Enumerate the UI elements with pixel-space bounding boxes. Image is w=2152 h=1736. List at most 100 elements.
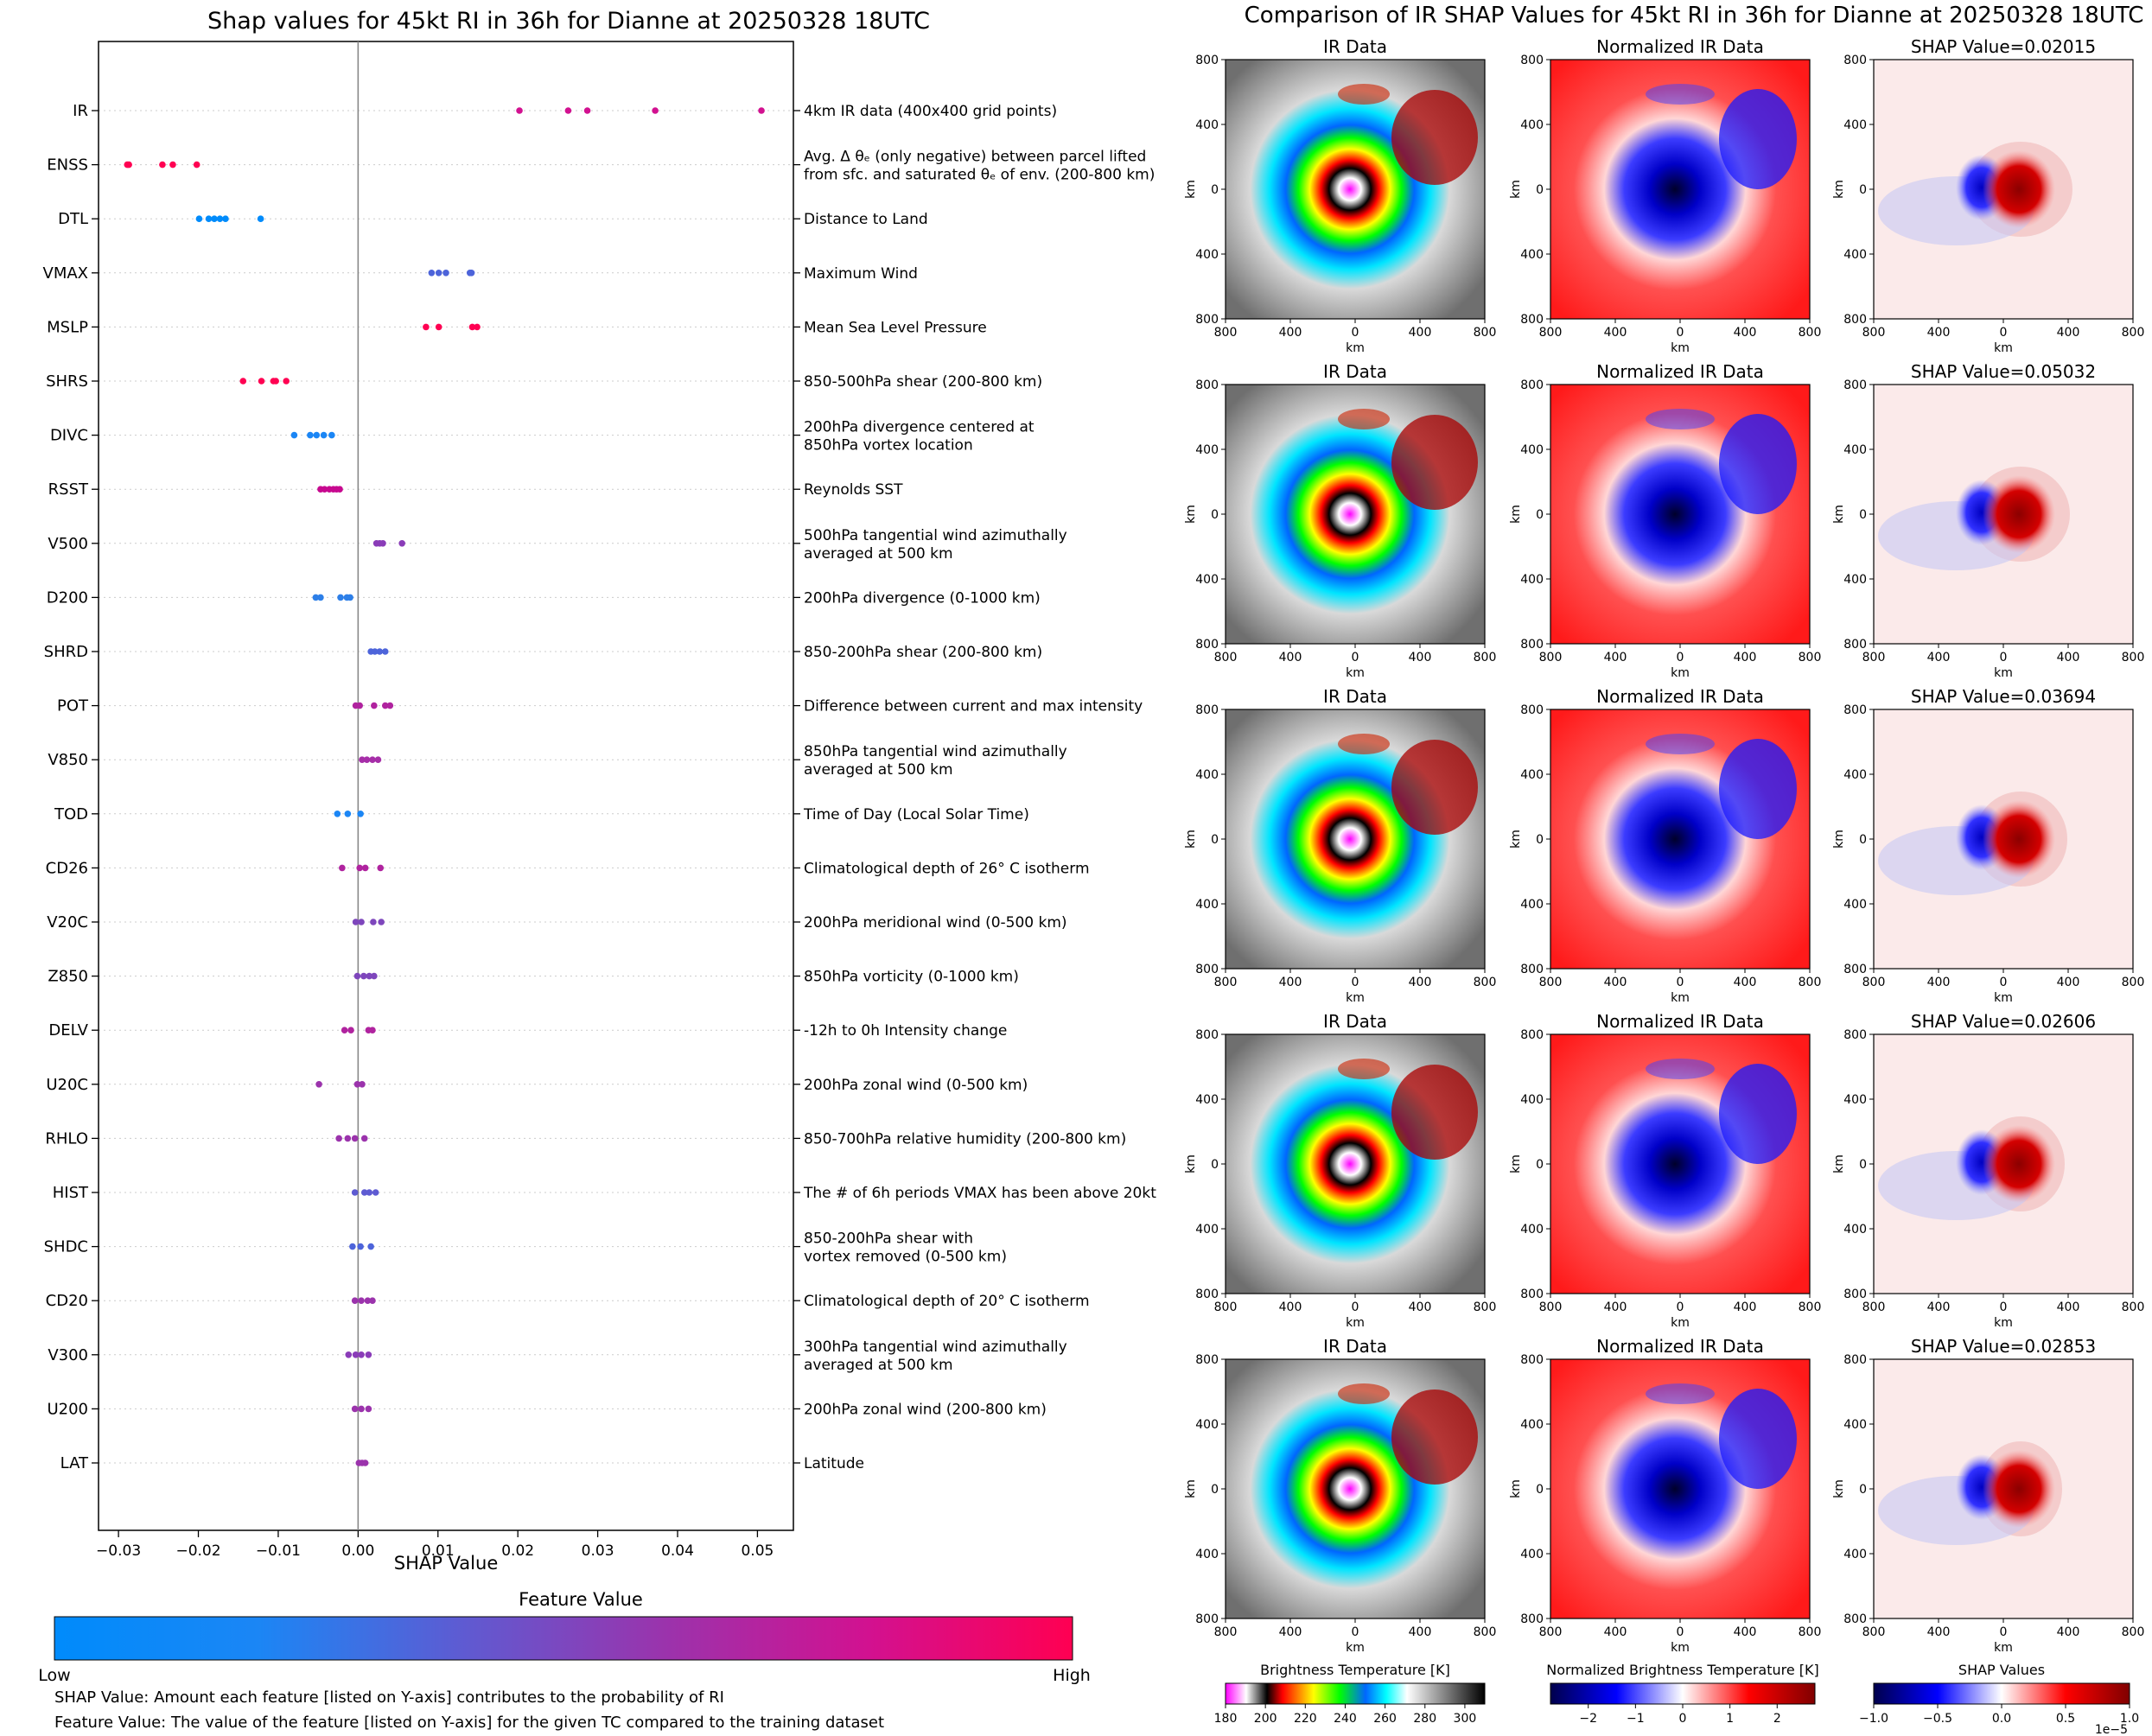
shap-point (369, 1027, 376, 1033)
colorbar-title: Feature Value (519, 1589, 643, 1610)
shap-point (376, 648, 384, 655)
shap-point (169, 161, 176, 169)
panel-x-tick-label: 0 (2000, 651, 2008, 665)
panel-x-tick-label: 400 (1279, 976, 1302, 989)
panel-y-tick-label: 800 (1843, 378, 1867, 392)
shap-point (371, 648, 379, 655)
feature-colorbar (54, 1616, 1073, 1661)
panel-y-tick-label: 0 (1536, 508, 1544, 522)
panel-x-tick-label: 400 (1279, 1300, 1302, 1314)
panel-y-tick-label: 800 (1520, 378, 1544, 392)
feature-desc: Mean Sea Level Pressure (804, 319, 987, 336)
shap-point (352, 919, 360, 925)
panel-x-tick-label: 800 (1474, 326, 1497, 340)
panel-title: SHAP Value=0.02015 (1911, 36, 2096, 57)
panel-x-tick-label: 0 (1677, 1625, 1684, 1639)
shap-point (360, 1135, 368, 1142)
panel-x-tick-label: 400 (1734, 1625, 1757, 1639)
panel-x-tick-label: 800 (1799, 1625, 1822, 1639)
ir-cloud-band (1338, 1059, 1390, 1079)
panel-y-tick-label: 400 (1843, 1093, 1867, 1107)
panel-x-tick-label: 0 (1352, 976, 1359, 989)
panel-y-tick-label: 400 (1843, 1548, 1867, 1561)
panel-x-tick-label: 800 (1799, 1300, 1822, 1314)
ir-cold-cloud (1391, 740, 1478, 835)
panel-y-tick-label: 400 (1195, 1093, 1219, 1107)
panel-y-tick-label: 400 (1195, 248, 1219, 262)
panel-y-axis-label: km (1184, 1479, 1198, 1498)
shap-footnote: SHAP Value: Amount each feature [listed … (54, 1688, 724, 1707)
panel-y-tick-label: 0 (1211, 183, 1219, 197)
panel-y-axis-label: km (1832, 1479, 1846, 1498)
shap-point (468, 323, 476, 331)
panel-x-tick-label: 0 (1677, 976, 1684, 989)
shap-point (381, 702, 389, 709)
shap-point (328, 431, 335, 439)
panel-title: IR Data (1323, 36, 1387, 57)
panel-x-axis-label: km (1346, 1641, 1365, 1655)
feature-name-shdc: SHDC (44, 1238, 88, 1256)
panel-y-tick-label: 800 (1843, 1028, 1867, 1042)
shap-colorbar-label: SHAP Values (1958, 1662, 2045, 1678)
shap-point (370, 919, 377, 925)
feature-desc-line2: averaged at 500 km (804, 1357, 953, 1374)
shap-point (435, 323, 442, 331)
shap-point (351, 1135, 359, 1142)
panel-y-tick-label: 400 (1843, 1418, 1867, 1432)
panel-y-tick-label: 400 (1520, 1093, 1544, 1107)
x-tick-label: −0.03 (96, 1542, 141, 1560)
panel-x-tick-label: 400 (2057, 976, 2080, 989)
panel-y-tick-label: 800 (1195, 54, 1219, 67)
normalized-ir-panel: Normalized IR Data8008004004000040040080… (1509, 36, 1821, 355)
panel-x-tick-label: 400 (1604, 1300, 1627, 1314)
panel-x-tick-label: 400 (1604, 651, 1627, 665)
shap-positive-core (1983, 150, 2055, 228)
panel-y-tick-label: 0 (1211, 1483, 1219, 1497)
panel-title: Normalized IR Data (1596, 1336, 1764, 1357)
feature-desc: 200hPa divergence (0-1000 km) (804, 589, 1041, 607)
bt-colorbar (1225, 1682, 1486, 1705)
panel-y-tick-label: 800 (1843, 1353, 1867, 1367)
feature-desc: Latitude (804, 1455, 864, 1472)
panel-y-tick-label: 800 (1195, 1353, 1219, 1367)
shap-point (283, 378, 290, 385)
panel-y-axis-label: km (1509, 180, 1523, 199)
panel-x-tick-label: 400 (1927, 326, 1951, 340)
shap-point (516, 107, 523, 114)
normalized-cloud-band (1646, 1383, 1715, 1404)
shap-positive-core (1983, 475, 2055, 553)
panel-y-tick-label: 800 (1520, 638, 1544, 652)
feature-name-enss: ENSS (47, 156, 88, 175)
shap-positive-core (1983, 1450, 2055, 1528)
feature-name-v300: V300 (48, 1346, 88, 1364)
shap-point (353, 1081, 361, 1088)
shap-map-panel: SHAP Value=0.028538008004004000040040080… (1832, 1336, 2144, 1655)
shap-colorbar (1873, 1682, 2130, 1705)
panel-x-tick-label: 800 (1862, 1300, 1886, 1314)
colorbar-tick-label: 1.0 (2120, 1712, 2139, 1726)
panel-x-tick-label: 0 (2000, 1625, 2008, 1639)
ir-cold-cloud (1391, 90, 1478, 185)
panel-y-tick-label: 400 (1843, 118, 1867, 132)
panel-y-tick-label: 800 (1520, 1288, 1544, 1301)
feature-name-lat: LAT (60, 1454, 89, 1472)
shap-point (386, 702, 394, 709)
panel-y-tick-label: 800 (1520, 313, 1544, 327)
x-tick-label: 0.05 (741, 1542, 774, 1560)
shap-point (366, 972, 373, 980)
feature-desc: 850-200hPa shear (200-800 km) (804, 644, 1042, 661)
panel-title: SHAP Value=0.02853 (1911, 1336, 2096, 1357)
normalized-ir-panel: Normalized IR Data8008004004000040040080… (1509, 1011, 1821, 1330)
feature-desc: 200hPa zonal wind (200-800 km) (804, 1401, 1047, 1418)
shap-point (345, 1351, 353, 1358)
shap-point (381, 648, 389, 655)
panel-y-tick-label: 800 (1195, 378, 1219, 392)
shap-colorbar-offset: 1e−5 (2095, 1723, 2128, 1736)
shap-map-panel: SHAP Value=0.026068008004004000040040080… (1832, 1011, 2144, 1330)
feature-desc: Time of Day (Local Solar Time) (803, 806, 1029, 823)
panel-y-tick-label: 800 (1195, 1288, 1219, 1301)
shap-point (351, 1189, 359, 1196)
shap-point (307, 431, 314, 439)
